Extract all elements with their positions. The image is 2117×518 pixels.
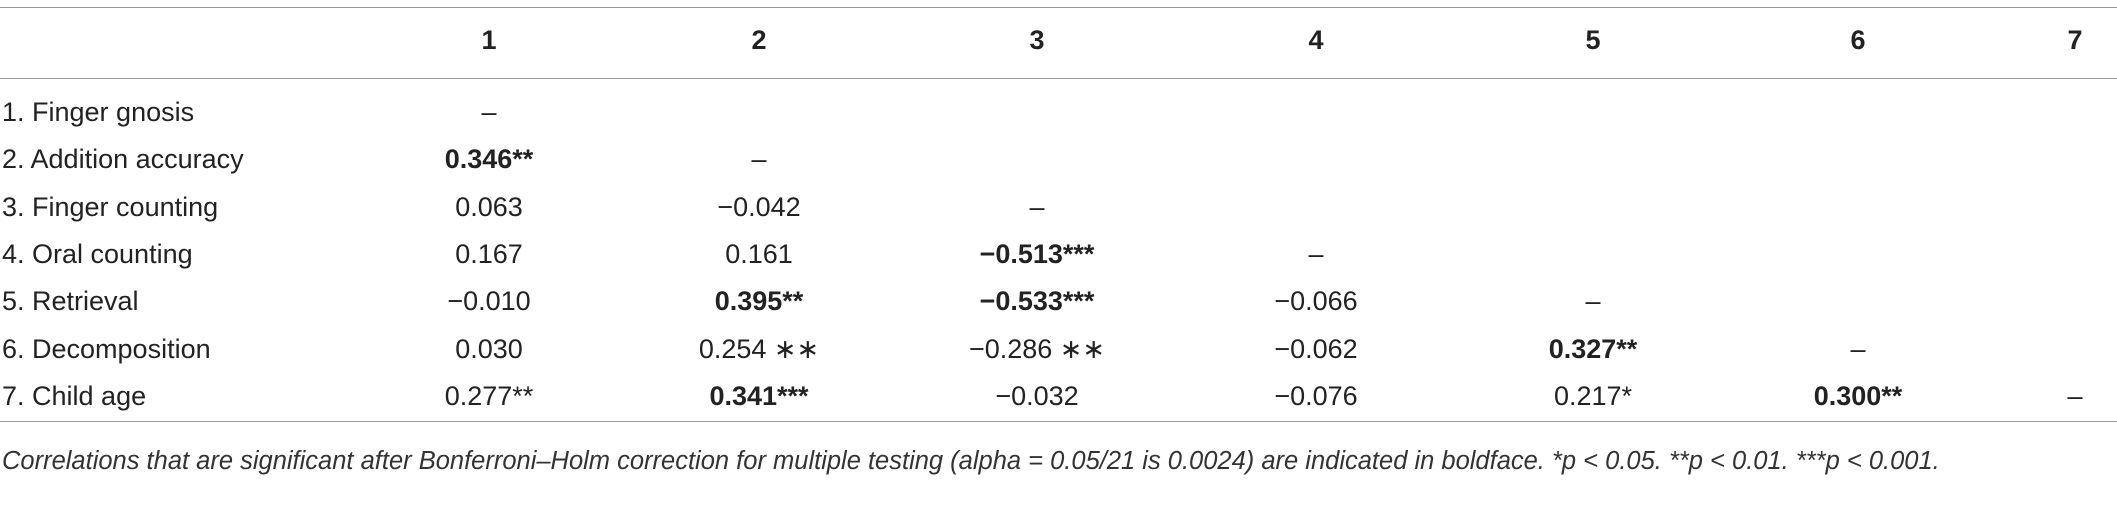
row-label: 1. Finger gnosis [2, 97, 195, 127]
row-label: 6. Decomposition [2, 333, 211, 364]
table-cell: −0.032 [995, 380, 1079, 411]
bottom-rule [0, 421, 2117, 422]
table-cell: 0.030 [455, 333, 523, 364]
table-cell: 0.327** [1548, 333, 1638, 364]
table-cell: – [1850, 333, 1866, 364]
table-cell: 0.346** [444, 144, 534, 175]
table-cell: −0.062 [1274, 333, 1358, 364]
column-header: 7 [2067, 25, 2083, 55]
table-cell: – [2067, 380, 2083, 411]
table-cell: 0.167 [455, 238, 523, 269]
table-cell: – [481, 97, 497, 127]
top-rule [0, 7, 2117, 8]
row-label: 7. Child age [2, 380, 147, 411]
table-cell: 0.161 [725, 238, 793, 269]
table-cell: – [1029, 191, 1045, 222]
row-label: 3. Finger counting [2, 191, 219, 222]
header-rule [0, 78, 2117, 79]
table-cell: 0.341*** [709, 380, 809, 411]
table-cell: −0.010 [447, 286, 531, 317]
row-label: 4. Oral counting [2, 238, 193, 269]
table-cell: 0.063 [455, 191, 523, 222]
column-header: 3 [1029, 25, 1045, 55]
table-cell: −0.076 [1274, 380, 1358, 411]
table-cell: 0.277** [444, 380, 534, 411]
column-header: 4 [1308, 25, 1324, 55]
table-cell: −0.066 [1274, 286, 1358, 317]
table-cell: −0.533*** [979, 286, 1095, 317]
footnote: Correlations that are significant after … [2, 447, 1940, 475]
table-cell: −0.513*** [979, 238, 1095, 269]
table-cell: 0.254 ∗∗ [698, 333, 820, 364]
row-label: 5. Retrieval [2, 286, 139, 317]
table-cell: −0.042 [717, 191, 801, 222]
table-cell: – [1308, 238, 1324, 269]
table-cell: 0.217* [1553, 380, 1633, 411]
column-header: 6 [1850, 25, 1866, 55]
table-cell: – [1585, 286, 1601, 317]
column-header: 2 [751, 25, 767, 55]
table-cell: 0.395** [714, 286, 804, 317]
table-cell: 0.300** [1813, 380, 1903, 411]
table-cell: −0.286 ∗∗ [968, 333, 1106, 364]
column-header: 1 [481, 25, 497, 55]
table-cell: – [751, 144, 767, 175]
row-label: 2. Addition accuracy [2, 144, 244, 175]
column-header: 5 [1585, 25, 1601, 55]
